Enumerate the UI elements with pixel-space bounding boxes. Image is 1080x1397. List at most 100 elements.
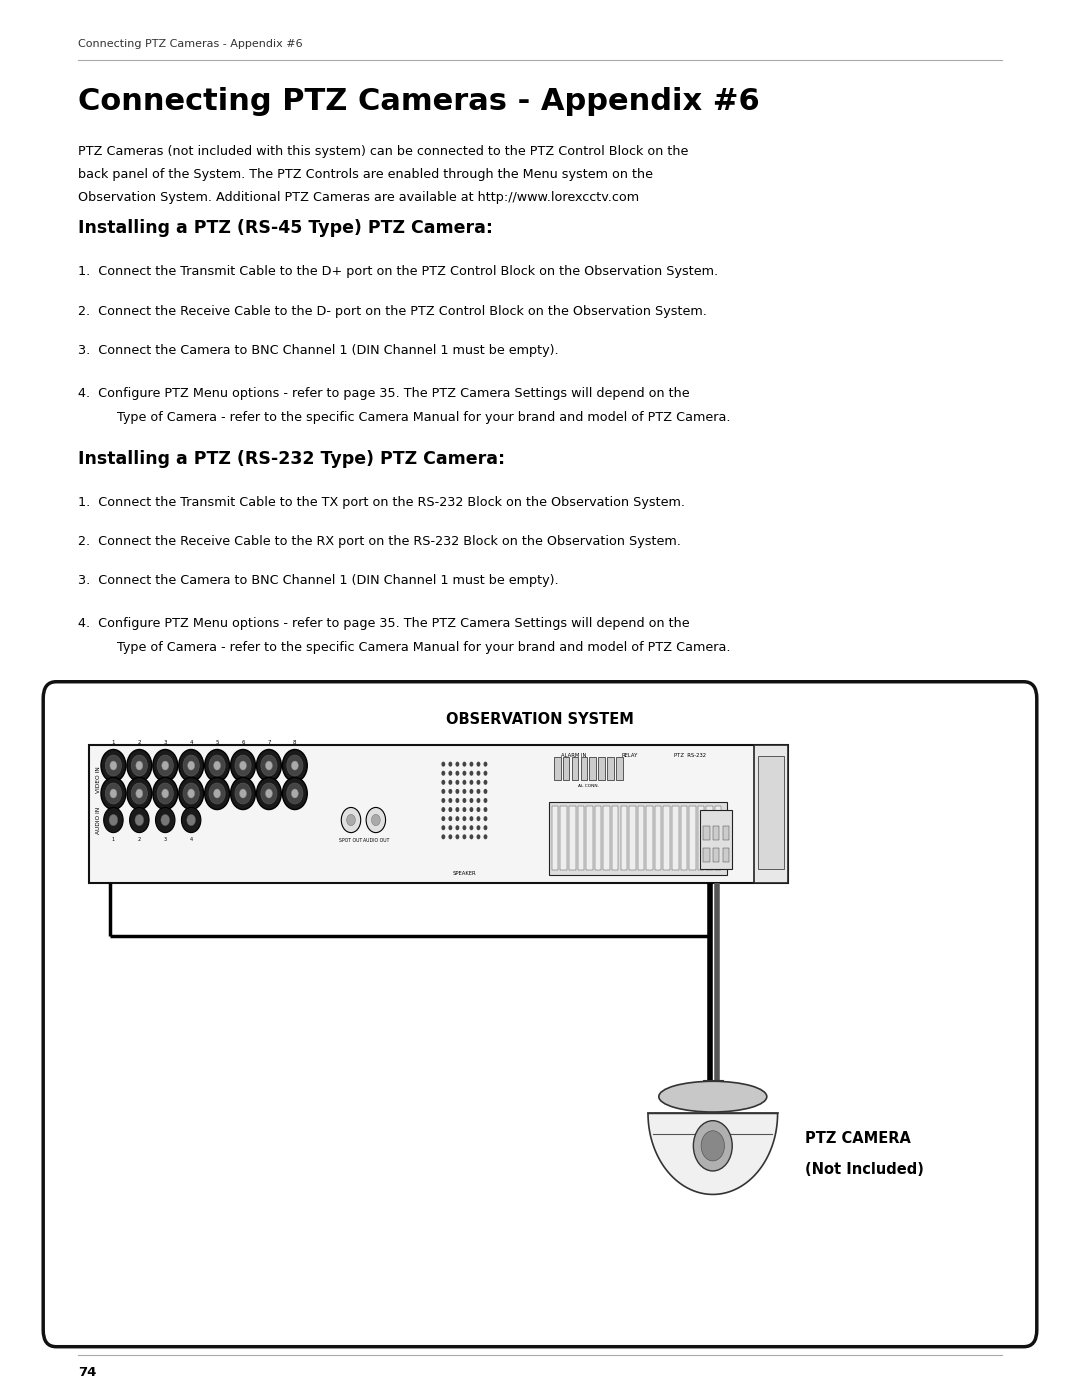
Circle shape <box>448 826 453 830</box>
Circle shape <box>462 834 467 840</box>
Text: 7: 7 <box>267 740 271 746</box>
Circle shape <box>476 826 481 830</box>
Circle shape <box>442 798 445 803</box>
Bar <box>689 806 696 870</box>
Circle shape <box>442 807 445 812</box>
Circle shape <box>127 749 151 782</box>
Bar <box>637 806 644 870</box>
Circle shape <box>701 1130 725 1161</box>
Text: PTZ CAMERA: PTZ CAMERA <box>805 1132 910 1146</box>
Circle shape <box>462 789 467 793</box>
Circle shape <box>448 761 453 767</box>
Circle shape <box>181 807 201 833</box>
Circle shape <box>456 789 459 793</box>
Text: 8: 8 <box>293 740 297 746</box>
Text: Type of Camera - refer to the specific Camera Manual for your brand and model of: Type of Camera - refer to the specific C… <box>97 641 731 654</box>
Circle shape <box>266 761 272 770</box>
Bar <box>723 848 729 862</box>
Text: 1: 1 <box>112 837 114 842</box>
Bar <box>715 806 721 870</box>
Text: 3: 3 <box>163 740 167 746</box>
Bar <box>604 806 610 870</box>
Circle shape <box>448 789 453 793</box>
Circle shape <box>456 807 459 812</box>
Circle shape <box>456 816 459 821</box>
Bar <box>672 806 678 870</box>
Circle shape <box>470 761 473 767</box>
Bar <box>571 757 578 780</box>
Circle shape <box>158 784 173 803</box>
Circle shape <box>470 798 473 803</box>
Circle shape <box>106 784 121 803</box>
Circle shape <box>235 756 251 775</box>
Circle shape <box>266 789 272 798</box>
Circle shape <box>476 798 481 803</box>
Circle shape <box>261 784 276 803</box>
Bar <box>646 806 652 870</box>
Circle shape <box>235 784 251 803</box>
Text: 4.  Configure PTZ Menu options - refer to page 35. The PTZ Camera Settings will : 4. Configure PTZ Menu options - refer to… <box>78 617 689 630</box>
Circle shape <box>462 816 467 821</box>
Text: 74: 74 <box>78 1366 96 1379</box>
Bar <box>698 806 704 870</box>
Text: SPOT OUT: SPOT OUT <box>339 838 363 844</box>
Circle shape <box>693 1120 732 1171</box>
Bar <box>616 757 622 780</box>
Circle shape <box>442 761 445 767</box>
Circle shape <box>448 816 453 821</box>
Circle shape <box>184 784 199 803</box>
Bar <box>552 806 558 870</box>
Bar <box>713 848 719 862</box>
Circle shape <box>162 761 168 770</box>
Bar <box>758 756 784 869</box>
Text: 5: 5 <box>215 740 219 746</box>
Circle shape <box>179 749 203 782</box>
Text: 2: 2 <box>138 837 140 842</box>
Circle shape <box>442 834 445 840</box>
Circle shape <box>257 777 282 810</box>
Circle shape <box>456 780 459 785</box>
Circle shape <box>136 761 143 770</box>
Circle shape <box>179 777 203 810</box>
Text: OBSERVATION SYSTEM: OBSERVATION SYSTEM <box>446 712 634 728</box>
Circle shape <box>104 807 123 833</box>
Text: 4: 4 <box>190 837 192 842</box>
Circle shape <box>484 798 487 803</box>
Bar <box>663 806 670 870</box>
Circle shape <box>476 834 481 840</box>
Circle shape <box>158 756 173 775</box>
Bar <box>713 826 719 840</box>
Circle shape <box>470 826 473 830</box>
Text: Connecting PTZ Cameras - Appendix #6: Connecting PTZ Cameras - Appendix #6 <box>78 39 302 49</box>
Bar <box>554 757 561 780</box>
Circle shape <box>456 798 459 803</box>
Text: 2: 2 <box>137 740 141 746</box>
Bar <box>723 826 729 840</box>
Circle shape <box>448 834 453 840</box>
Circle shape <box>470 834 473 840</box>
Circle shape <box>442 771 445 775</box>
Circle shape <box>476 789 481 793</box>
Circle shape <box>448 780 453 785</box>
Text: 1.  Connect the Transmit Cable to the TX port on the RS-232 Block on the Observa: 1. Connect the Transmit Cable to the TX … <box>78 496 685 509</box>
Circle shape <box>283 749 308 782</box>
Bar <box>754 745 788 883</box>
Circle shape <box>110 789 117 798</box>
Circle shape <box>462 807 467 812</box>
Text: Connecting PTZ Cameras - Appendix #6: Connecting PTZ Cameras - Appendix #6 <box>78 87 759 116</box>
Bar <box>586 806 593 870</box>
Circle shape <box>161 814 170 826</box>
Text: AUDIO IN: AUDIO IN <box>96 806 100 834</box>
Circle shape <box>287 756 302 775</box>
Circle shape <box>456 771 459 775</box>
Circle shape <box>484 780 487 785</box>
Circle shape <box>132 756 147 775</box>
Bar <box>607 757 613 780</box>
Circle shape <box>484 826 487 830</box>
Circle shape <box>156 807 175 833</box>
Circle shape <box>184 756 199 775</box>
Text: ALARM IN: ALARM IN <box>561 753 586 759</box>
Circle shape <box>153 777 177 810</box>
Circle shape <box>283 777 308 810</box>
Circle shape <box>205 749 229 782</box>
